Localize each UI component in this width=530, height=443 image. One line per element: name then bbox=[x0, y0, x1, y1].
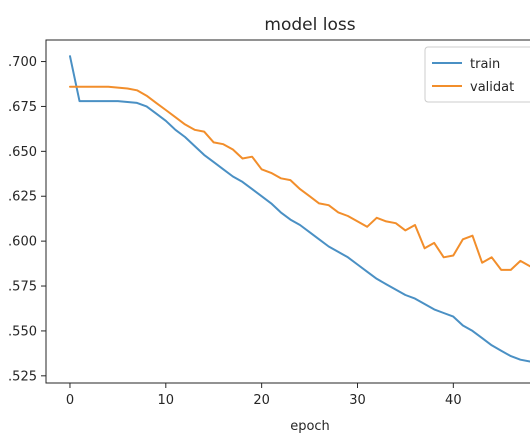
legend-box bbox=[424, 46, 530, 103]
chart-title: model loss bbox=[264, 15, 355, 35]
x-tick-label: 40 bbox=[445, 393, 462, 408]
y-tick-label: .550 bbox=[8, 324, 37, 339]
x-tick-label: 20 bbox=[253, 393, 270, 408]
legend-label-validation: validat bbox=[470, 80, 514, 95]
y-tick-label: .525 bbox=[8, 369, 37, 384]
legend: train validat bbox=[424, 46, 530, 103]
y-tick-label: .675 bbox=[8, 100, 37, 115]
legend-label-train: train bbox=[470, 57, 500, 72]
series-layer bbox=[69, 55, 530, 363]
x-tick-label: 30 bbox=[349, 393, 366, 408]
y-tick-label: .575 bbox=[8, 280, 37, 295]
y-tick-label: .625 bbox=[8, 190, 37, 205]
plot-area-frame bbox=[45, 39, 530, 384]
y-tick-label: .650 bbox=[8, 145, 37, 160]
x-tick-label: 10 bbox=[158, 393, 175, 408]
y-axis: .525 .550 .575 .600 .625 .650 .675 .700 bbox=[8, 55, 46, 384]
series-line-train bbox=[69, 55, 530, 363]
x-tick-label: 0 bbox=[66, 393, 74, 408]
y-tick-label: .600 bbox=[8, 235, 37, 250]
x-axis: 0 10 20 30 40 bbox=[66, 383, 462, 408]
series-line-validation bbox=[69, 85, 530, 271]
y-tick-label: .700 bbox=[8, 55, 37, 70]
x-axis-label: epoch bbox=[290, 419, 330, 434]
